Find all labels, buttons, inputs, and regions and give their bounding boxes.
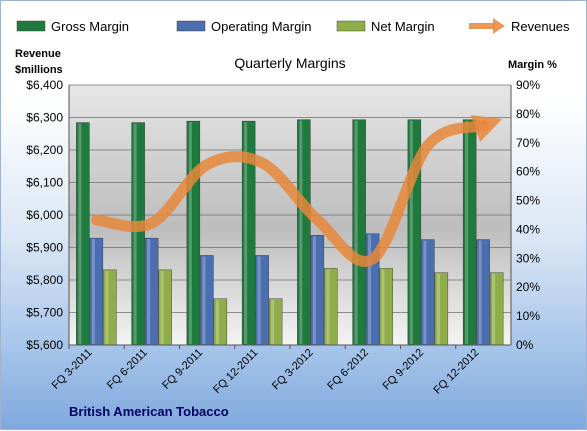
left-tick-label: $6,200 [26, 143, 63, 157]
bar-net-margin [324, 268, 337, 345]
legend-swatch-operating-margin [177, 21, 205, 31]
legend-label: Revenues [511, 19, 570, 34]
bar-highlight [423, 241, 426, 344]
bar-highlight [313, 236, 316, 344]
legend-swatch-gross-margin [17, 21, 45, 31]
x-tick-label: FQ 9-2012 [381, 347, 427, 393]
right-tick-label: 10% [516, 309, 540, 323]
right-axis-title: Margin % [508, 59, 557, 71]
right-tick-label: 50% [516, 194, 540, 208]
bar-highlight [134, 124, 137, 344]
bar-operating-margin [477, 240, 490, 345]
x-tick-label: FQ 12-2011 [211, 347, 260, 396]
bar-highlight [216, 300, 219, 344]
right-tick-label: 60% [516, 165, 540, 179]
bar-operating-margin [200, 255, 213, 345]
bar-operating-margin [311, 235, 324, 345]
bar-highlight [161, 271, 164, 344]
x-tick-label: FQ 3-2011 [50, 347, 95, 392]
bar-net-margin [103, 270, 116, 345]
right-tick-label: 0% [516, 338, 534, 352]
bar-operating-margin [145, 238, 158, 345]
left-tick-label: $5,800 [26, 273, 63, 287]
bar-highlight [355, 121, 358, 344]
legend-label: Operating Margin [211, 19, 311, 34]
legend-arrow-icon [493, 18, 505, 34]
bar-net-margin [214, 299, 227, 345]
bar-highlight [189, 122, 192, 344]
left-tick-label: $5,600 [26, 338, 63, 352]
bar-highlight [382, 269, 385, 344]
x-tick-label: FQ 3-2012 [270, 347, 316, 393]
bar-gross-margin [353, 120, 366, 345]
right-tick-label: 40% [516, 222, 540, 236]
right-tick-label: 20% [516, 280, 540, 294]
footer-company: British American Tobacco [69, 404, 229, 419]
bar-gross-margin [463, 120, 476, 345]
left-tick-label: $5,700 [26, 306, 63, 320]
x-tick-label: FQ 6-2011 [105, 347, 150, 392]
left-tick-label: $6,100 [26, 176, 63, 190]
bar-operating-margin [421, 240, 434, 345]
legend-label: Gross Margin [51, 19, 129, 34]
bar-highlight [92, 239, 95, 344]
x-tick-label: FQ 6-2012 [325, 347, 371, 393]
bar-net-margin [269, 299, 282, 345]
bar-highlight [410, 121, 413, 344]
left-tick-label: $6,000 [26, 208, 63, 222]
bar-gross-margin [76, 123, 89, 345]
right-tick-label: 70% [516, 136, 540, 150]
right-tick-label: 30% [516, 251, 540, 265]
left-tick-label: $6,400 [26, 78, 63, 92]
bar-net-margin [380, 268, 393, 345]
bar-highlight [437, 274, 440, 344]
left-axis-title-line1: Revenue [15, 48, 61, 60]
bar-net-margin [435, 273, 448, 345]
left-axis-title-line2: $millions [15, 64, 63, 76]
bar-highlight [326, 269, 329, 344]
bar-highlight [105, 271, 108, 344]
bar-highlight [465, 121, 468, 344]
bar-gross-margin [187, 121, 200, 345]
x-tick-label: FQ 12-2012 [432, 347, 482, 397]
left-tick-label: $5,900 [26, 241, 63, 255]
bar-net-margin [490, 273, 503, 345]
legend-label: Net Margin [371, 19, 435, 34]
bar-highlight [147, 239, 150, 344]
bar-gross-margin [132, 123, 145, 345]
bar-highlight [492, 274, 495, 344]
x-tick-label: FQ 9-2011 [160, 347, 205, 392]
legend-swatch-net-margin [337, 21, 365, 31]
bar-highlight [202, 256, 205, 344]
right-tick-label: 80% [516, 107, 540, 121]
chart-title: Quarterly Margins [234, 55, 345, 71]
bar-operating-margin [90, 238, 103, 345]
left-tick-label: $6,300 [26, 111, 63, 125]
right-tick-label: 90% [516, 78, 540, 92]
bar-highlight [258, 256, 261, 344]
bar-highlight [78, 124, 81, 344]
bar-highlight [479, 241, 482, 344]
bar-highlight [299, 121, 302, 344]
bar-operating-margin [256, 255, 269, 345]
bar-net-margin [159, 270, 172, 345]
bar-gross-margin [297, 120, 310, 345]
bar-highlight [368, 235, 371, 344]
bar-highlight [271, 300, 274, 344]
